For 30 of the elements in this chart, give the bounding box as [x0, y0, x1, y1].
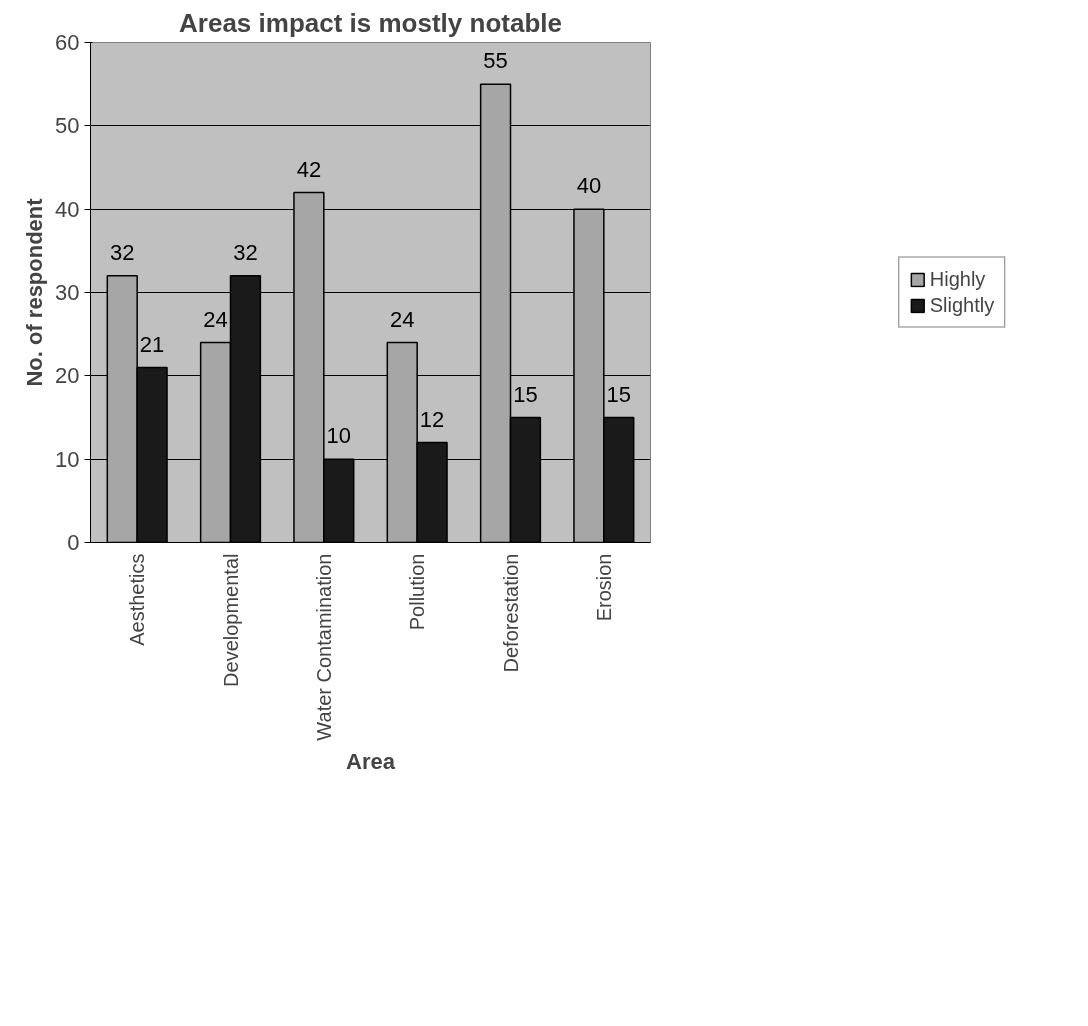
- data-label: 12: [419, 406, 445, 432]
- y-tick-label: 50: [55, 113, 80, 139]
- y-axis-title: No. of respondent: [22, 197, 48, 387]
- y-tick-label: 10: [55, 446, 80, 472]
- legend-label: Slightly: [929, 293, 995, 317]
- x-tick-label: Erosion: [592, 553, 615, 622]
- data-label: 15: [606, 381, 632, 407]
- x-axis-title: Area: [346, 748, 396, 774]
- y-tick-label: 20: [55, 363, 80, 389]
- data-label: 10: [326, 423, 352, 449]
- y-tick-label: 0: [67, 530, 80, 555]
- x-tick-label: Pollution: [406, 553, 429, 631]
- legend-label: Highly: [929, 267, 986, 291]
- x-tick-label: Developmental: [219, 553, 242, 687]
- y-tick-label: 40: [55, 196, 80, 222]
- data-label: 40: [576, 173, 602, 199]
- chart-title: Areas impact is mostly notable: [179, 7, 562, 38]
- x-tick-label: Water Contamination: [312, 553, 335, 741]
- y-tick-label: 30: [55, 280, 80, 305]
- data-label: 15: [513, 381, 538, 407]
- data-label: 24: [203, 306, 228, 332]
- data-label: 32: [233, 239, 258, 265]
- data-label: 32: [110, 239, 135, 265]
- data-label: 42: [296, 156, 322, 182]
- data-label: 24: [390, 306, 415, 332]
- x-tick-label: Deforestation: [499, 553, 522, 673]
- data-label: 21: [139, 331, 165, 357]
- x-tick-label: Aesthetics: [126, 553, 149, 646]
- data-label: 55: [483, 48, 508, 74]
- y-tick-label: 60: [55, 30, 80, 55]
